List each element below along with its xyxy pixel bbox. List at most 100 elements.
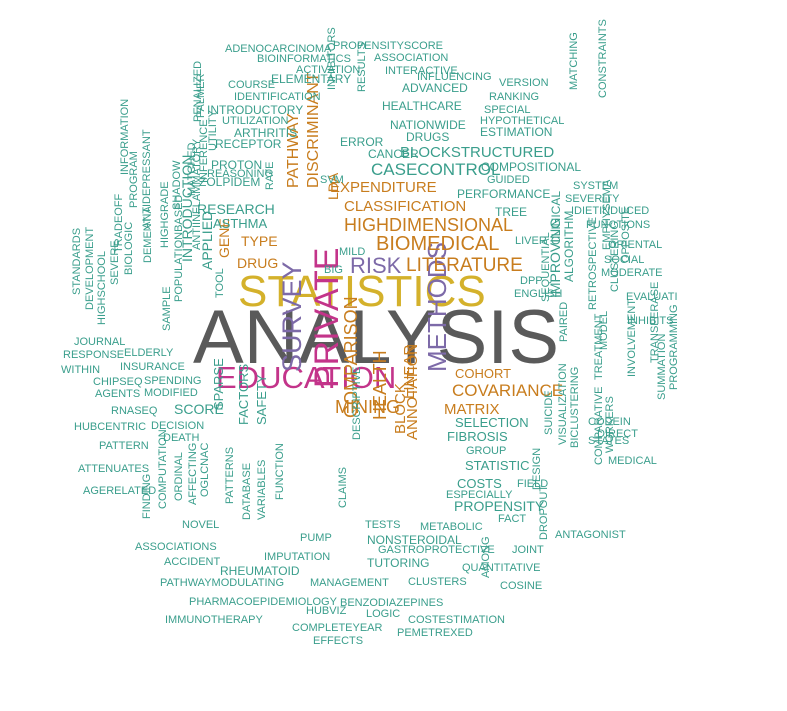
cloud-word: RESPONSE <box>63 349 125 361</box>
cloud-word: TREATMENT <box>593 313 605 380</box>
cloud-word: ERROR <box>340 135 384 149</box>
cloud-word: ADVANCED <box>402 81 468 95</box>
cloud-word: MATCHING <box>568 32 580 90</box>
cloud-word: SPARSE <box>211 358 226 410</box>
cloud-word: POPULATIONBASED <box>173 194 185 302</box>
cloud-word: CODEIN <box>588 416 631 428</box>
cloud-word: MINING <box>335 397 400 417</box>
cloud-word: ESPECIALLY <box>446 489 513 501</box>
cloud-word: HUBCENTRIC <box>74 421 147 433</box>
cloud-word: NOVEL <box>182 519 220 531</box>
cloud-word: COSINE <box>500 580 543 592</box>
cloud-word: DRUGS <box>406 130 450 144</box>
cloud-word: ORIENTAL <box>608 239 663 251</box>
cloud-word: BICLUSTERING <box>569 366 581 448</box>
cloud-word: INFLUENCING <box>417 71 492 83</box>
cloud-word: ATTENUATES <box>78 463 150 475</box>
cloud-word: ACTIVATION <box>296 64 361 76</box>
cloud-word: RECEPTOR <box>215 137 282 151</box>
cloud-word: BLOCKSTRUCTURED <box>400 144 555 161</box>
cloud-word: ANALYSIS <box>193 295 560 380</box>
cloud-word: COSTESTIMATION <box>408 614 505 626</box>
cloud-word: ESTIMATION <box>480 125 553 139</box>
cloud-word: TRADEOFF <box>113 193 125 253</box>
cloud-word: BIOINFORMATICS <box>257 53 351 65</box>
cloud-word: INHIBITS <box>627 315 674 327</box>
cloud-word: UTILIZATION <box>222 115 289 127</box>
cloud-word: BIG <box>324 264 343 276</box>
cloud-word: HYPOTHETICAL <box>480 115 565 127</box>
cloud-word: REASONING <box>207 168 274 180</box>
cloud-word: FIBROSIS <box>447 429 508 444</box>
cloud-word: PATTERNS <box>224 446 236 504</box>
cloud-word: DPP <box>520 275 543 287</box>
cloud-word: FACT <box>498 513 527 525</box>
cloud-word: IMMUNOTHERAPY <box>165 614 263 626</box>
cloud-word: IDIETINDUCED <box>571 205 650 217</box>
cloud-word: DESCRIPTIVE <box>351 366 363 440</box>
cloud-word: EFFECTS <box>313 635 364 647</box>
cloud-word: SCORE <box>174 401 224 417</box>
cloud-word: FIELD <box>517 478 549 490</box>
cloud-word: RNASEQ <box>111 405 158 417</box>
cloud-word: TOOL <box>214 268 226 298</box>
cloud-word: NATIONWIDE <box>390 118 466 132</box>
cloud-word: RANKING <box>489 91 540 103</box>
cloud-word: QUANTITATIVE <box>462 562 541 574</box>
cloud-word: INVOLVEMENT <box>626 298 638 377</box>
cloud-word: MATRIX <box>444 401 500 418</box>
cloud-word: COMPOSITIONAL <box>481 160 582 174</box>
cloud-word: AGENTS <box>95 388 141 400</box>
cloud-word: BIOMEDICAL <box>376 233 500 255</box>
cloud-word: PERFORMANCE <box>457 187 551 201</box>
cloud-word: DIRECT <box>597 428 638 440</box>
cloud-word: SYSTEM <box>573 180 619 192</box>
cloud-word: ASSOCIATION <box>374 52 449 64</box>
cloud-word: SPECIAL <box>484 104 531 116</box>
cloud-word: AGERELATED <box>83 485 157 497</box>
cloud-word: EVALUATI <box>626 291 678 303</box>
cloud-word: DEATH <box>163 432 200 444</box>
cloud-word: DRUG <box>237 255 279 271</box>
cloud-word: TESTS <box>365 519 401 531</box>
cloud-word: CLAIMS <box>337 467 349 508</box>
cloud-word: ELEMENTARY <box>271 72 352 86</box>
cloud-word: SUICIDE <box>543 390 555 435</box>
cloud-word: CHIPSEQ <box>93 376 143 388</box>
cloud-word: PUMP <box>300 532 332 544</box>
cloud-word: CASECONTROL <box>371 160 501 179</box>
cloud-word: MILD <box>339 246 366 258</box>
cloud-word: INTERACTIVE <box>385 65 458 77</box>
cloud-word: PROPENSITYSCORE <box>333 40 444 52</box>
cloud-word: ENGLISH <box>514 288 563 300</box>
cloud-word: FUNCTIONS <box>586 219 651 231</box>
cloud-word: CLASSIFICATION <box>344 198 467 215</box>
cloud-word: RESULTS <box>356 42 368 92</box>
cloud-word: RHEUMATOID <box>220 564 300 578</box>
cloud-word: STATES <box>588 435 630 447</box>
cloud-word: ANTAGONIST <box>555 529 626 541</box>
cloud-word: PEMETREXED <box>397 627 473 639</box>
cloud-word: IDENTIFICATION <box>234 91 321 103</box>
cloud-word: HUBVIZ <box>306 605 347 617</box>
cloud-word: DISCRIMINANT <box>305 72 322 188</box>
cloud-word: AMONG <box>480 536 492 578</box>
cloud-word: ALGORITHM <box>562 210 576 282</box>
cloud-word: OPPOSITE <box>620 206 632 263</box>
cloud-word: HEALTH <box>370 350 390 420</box>
cloud-word: WORKERS <box>604 396 616 453</box>
cloud-word: MODERATE <box>601 267 663 279</box>
cloud-word: CLUSTERING <box>609 221 621 292</box>
cloud-word: SEVERITY <box>565 193 620 205</box>
cloud-word: GASTROPROTECTIVE <box>378 544 495 556</box>
cloud-word: HEALTHCARE <box>382 99 462 113</box>
cloud-word: LITERATURE <box>406 255 523 276</box>
cloud-word: ELDERLY <box>124 347 174 359</box>
cloud-word: VARIABLES <box>256 459 268 520</box>
cloud-word: ORDINAL <box>173 452 185 501</box>
cloud-word: ASTHMA <box>213 216 268 231</box>
cloud-word: ZOLPIDEM <box>199 175 261 189</box>
cloud-word: SOCIAL <box>604 254 645 266</box>
cloud-word: ASSOCIATIONS <box>135 541 217 553</box>
